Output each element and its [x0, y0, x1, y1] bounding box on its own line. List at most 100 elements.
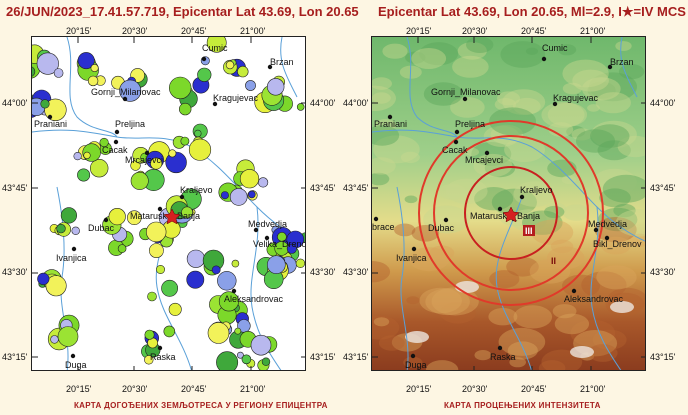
- event-bubble: [53, 68, 64, 78]
- town-label: Duga: [405, 360, 427, 370]
- town-label: Cumic: [542, 43, 568, 53]
- town-label: Ivanjica: [396, 253, 427, 263]
- terrain-patch: [529, 259, 571, 284]
- terrain-patch: [452, 55, 489, 78]
- terrain-patch: [438, 183, 466, 200]
- event-bubble: [237, 65, 249, 78]
- terrain-patch: [465, 147, 479, 157]
- lat-tick-left: 43°30': [343, 267, 369, 277]
- terrain-patch: [457, 42, 487, 60]
- earthquake-events-map[interactable]: Cumic Brzan Praniani Gornji_Milanovac Kraguj…: [31, 36, 306, 371]
- terrain-patch: [498, 327, 546, 356]
- lat-tick-left: 43°15': [343, 352, 369, 362]
- event-bubble: [169, 76, 192, 100]
- terrain-patch: [450, 97, 485, 118]
- town-marker: [541, 56, 547, 62]
- river-line: [406, 37, 458, 138]
- terrain-patch: [423, 82, 463, 106]
- lat-tick-left: 43°30': [2, 267, 28, 277]
- event-bubble: [127, 210, 142, 225]
- terrain-patch: [554, 313, 590, 335]
- town-marker: [253, 227, 259, 233]
- town-marker: [552, 101, 558, 107]
- event-bubble: [218, 291, 239, 312]
- terrain-patch: [406, 296, 420, 305]
- town-label: Brzan: [270, 57, 294, 67]
- terrain-patch: [615, 41, 632, 51]
- lat-tick-right: 43°15': [650, 352, 676, 362]
- event-bubble: [32, 66, 36, 77]
- epicenter-star: [163, 208, 181, 225]
- terrain-patch: [494, 98, 517, 111]
- terrain-patch: [507, 341, 538, 360]
- terrain-patch: [504, 137, 546, 163]
- event-bubble: [248, 190, 256, 199]
- town-label: Preljina: [115, 119, 145, 129]
- terrain-patch: [592, 168, 637, 196]
- terrain-patch: [374, 119, 396, 132]
- terrain-patch: [491, 188, 537, 216]
- terrain-patch: [499, 206, 532, 227]
- town-marker: [231, 288, 237, 294]
- town-marker: [103, 217, 109, 223]
- town-marker: [47, 114, 53, 120]
- intensity-map[interactable]: Cumic Brzan Praniani Gornji_Milanovac Kraguj…: [371, 36, 646, 371]
- terrain-patch: [466, 37, 494, 53]
- event-bubble: [267, 255, 286, 274]
- right-map-footer: КАРТА ПРОЦЕЊЕНИХ ИНТЕНЗИТЕТА: [444, 401, 601, 410]
- terrain-patch: [617, 135, 645, 158]
- event-bubble: [168, 302, 182, 316]
- event-bubble: [56, 223, 66, 234]
- lat-tick-left: 44°00': [343, 98, 369, 108]
- lon-tick-bottom: 21°00': [580, 384, 606, 394]
- event-bubble: [258, 177, 269, 188]
- event-bubble: [207, 322, 230, 344]
- terrain-patch: [589, 72, 637, 102]
- town-marker: [212, 101, 218, 107]
- event-bubble: [89, 158, 109, 178]
- terrain-patch: [590, 120, 637, 149]
- terrain-patch: [550, 239, 574, 254]
- town-marker: [113, 139, 119, 145]
- relief-background: [372, 37, 645, 370]
- town-marker: [264, 235, 270, 241]
- terrain-patch: [525, 47, 539, 55]
- terrain-patch: [506, 257, 539, 277]
- town-label: Medvedja: [248, 219, 287, 229]
- event-bubble: [150, 157, 163, 170]
- event-bubble: [36, 52, 59, 75]
- terrain-patch: [500, 41, 546, 68]
- town-marker: [410, 353, 416, 359]
- town-label: Dubac: [88, 223, 115, 233]
- terrain-patch: [373, 317, 390, 327]
- terrain-patch: [547, 102, 588, 127]
- event-bubble: [60, 207, 78, 224]
- lon-tick-bottom: 20°30': [462, 384, 488, 394]
- terrain-patch: [575, 129, 616, 153]
- event-bubble: [245, 80, 256, 91]
- lat-tick-right: 43°45': [650, 183, 676, 193]
- town-marker: [373, 216, 379, 222]
- events-map-canvas: Cumic Brzan Praniani Gornji_Milanovac Kraguj…: [32, 37, 305, 370]
- event-bubble: [286, 243, 297, 254]
- lat-tick-left: 44°00': [2, 98, 28, 108]
- terrain-patch: [419, 42, 459, 66]
- event-bubble: [161, 279, 179, 297]
- terrain-patch: [544, 205, 565, 219]
- terrain-patch: [613, 203, 636, 218]
- terrain-patch: [474, 187, 514, 211]
- terrain-peak: [405, 331, 429, 343]
- town-marker: [571, 288, 577, 294]
- terrain-patch: [570, 319, 616, 347]
- town-label: Kraljevo: [180, 185, 213, 195]
- river-line: [495, 196, 532, 370]
- event-bubble: [90, 63, 99, 72]
- town-marker: [484, 150, 490, 156]
- terrain-patch: [598, 207, 638, 232]
- town-label: Praniani: [34, 119, 67, 129]
- town-label: brace: [372, 222, 395, 232]
- town-marker: [71, 246, 77, 252]
- terrain-patch: [425, 288, 470, 316]
- lat-tick-left: 43°45': [343, 183, 369, 193]
- terrain-patch: [595, 92, 631, 114]
